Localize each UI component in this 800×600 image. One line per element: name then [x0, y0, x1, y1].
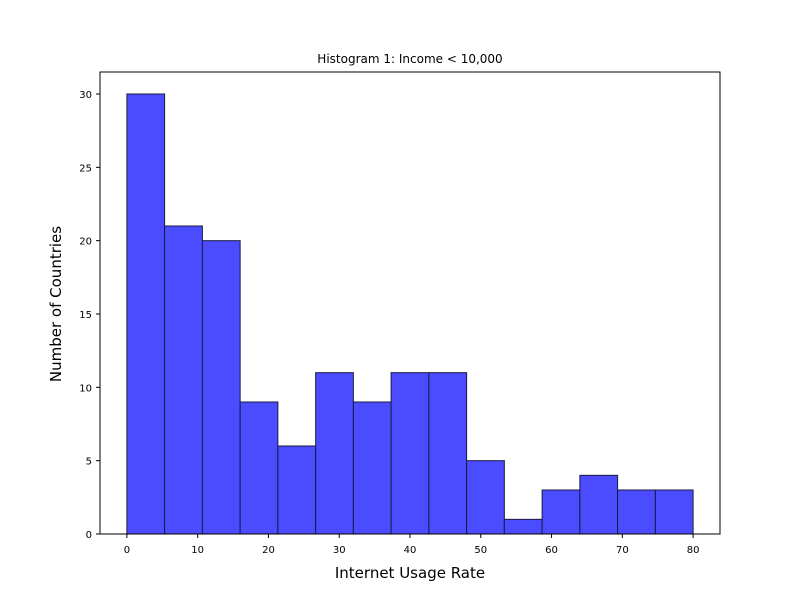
x-tick-label: 40 — [404, 545, 417, 556]
y-tick-label: 0 — [86, 530, 92, 541]
histogram-bar-1 — [164, 225, 203, 535]
x-tick-label: 60 — [545, 545, 558, 556]
histogram-bar-13 — [617, 489, 656, 535]
y-tick-label: 10 — [79, 383, 92, 394]
histogram-bar-5 — [315, 372, 354, 535]
histogram-bar-14 — [654, 489, 694, 535]
histogram-bar-11 — [541, 489, 581, 535]
histogram-bar-2 — [201, 240, 241, 535]
x-tick-label: 20 — [262, 545, 275, 556]
x-tick-label: 0 — [124, 545, 130, 556]
histogram-bar-10 — [503, 518, 543, 535]
y-tick-label: 25 — [79, 163, 92, 174]
y-axis-ticks: 0 5 10 15 20 25 30 — [79, 90, 100, 541]
histogram-bar-3 — [239, 401, 279, 535]
histogram-bar-7 — [390, 372, 430, 535]
y-axis-label: Number of Countries — [47, 226, 65, 382]
histogram-bar-0 — [126, 93, 166, 535]
x-axis-label: Internet Usage Rate — [335, 564, 485, 582]
y-tick-label: 15 — [79, 310, 92, 321]
y-tick-label: 30 — [79, 90, 92, 101]
histogram-bar-9 — [466, 460, 505, 535]
histogram-bar-8 — [428, 372, 468, 535]
x-tick-label: 70 — [616, 545, 629, 556]
histogram-bar-12 — [579, 474, 619, 535]
x-tick-label: 80 — [687, 545, 700, 556]
y-tick-label: 5 — [86, 457, 92, 468]
x-tick-label: 50 — [474, 545, 487, 556]
y-tick-label: 20 — [79, 237, 92, 248]
chart-title: Histogram 1: Income < 10,000 — [317, 52, 502, 66]
x-axis-ticks: 0 10 20 30 40 50 60 70 80 — [124, 534, 700, 556]
bars-group — [126, 93, 694, 535]
histogram-bar-6 — [352, 401, 392, 535]
histogram-bar-4 — [277, 445, 317, 535]
x-tick-label: 30 — [333, 545, 346, 556]
x-tick-label: 10 — [191, 545, 204, 556]
